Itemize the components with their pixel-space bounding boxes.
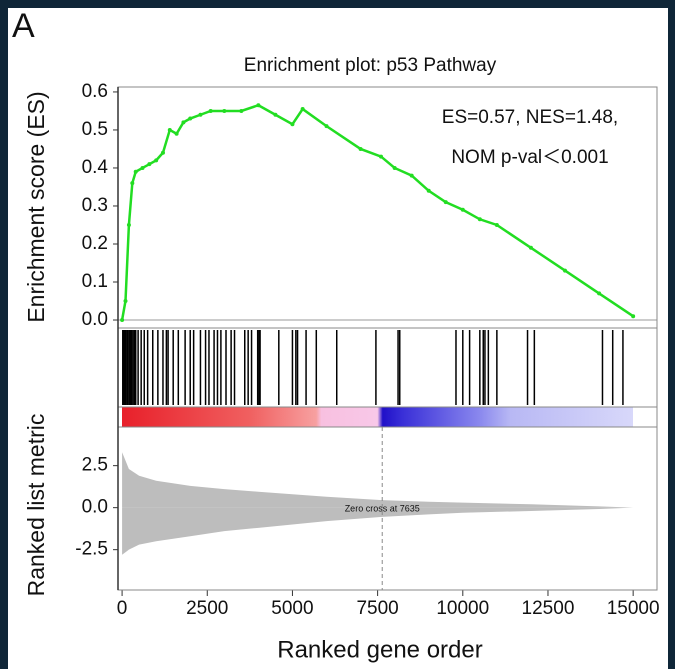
es-point — [563, 268, 568, 273]
es-point — [239, 108, 244, 113]
es-point — [460, 207, 465, 212]
metric-area — [122, 452, 634, 508]
es-point — [426, 188, 431, 193]
y-tick-label: 0.5 — [82, 119, 108, 140]
x-tick-label: 10000 — [436, 598, 489, 619]
es-point — [597, 291, 602, 296]
es-point — [494, 222, 499, 227]
es-point — [123, 299, 128, 304]
es-point — [222, 108, 227, 113]
es-point — [160, 150, 165, 155]
y2-tick-label: 2.5 — [82, 455, 108, 476]
x-tick-label: 15000 — [607, 598, 660, 619]
y2-tick-label: -2.5 — [75, 539, 108, 560]
es-point — [198, 112, 203, 117]
y2-axis-label: Ranked list metric — [23, 414, 49, 597]
x-tick-label: 2500 — [186, 598, 228, 619]
es-point — [409, 173, 414, 178]
es-point — [133, 169, 138, 174]
es-point — [392, 165, 397, 170]
chart-title: Enrichment plot: p53 Pathway — [244, 55, 497, 76]
annotation: NOM p-val＜0.001 — [451, 147, 608, 168]
es-point — [188, 116, 193, 121]
es-point — [120, 318, 125, 323]
es-point — [126, 222, 131, 227]
es-point — [130, 181, 135, 186]
es-point — [477, 217, 482, 222]
es-point — [154, 158, 159, 163]
es-point — [256, 103, 261, 108]
es-point — [443, 200, 448, 205]
y2-tick-label: 0.0 — [82, 497, 108, 518]
es-point — [167, 127, 172, 132]
es-point — [379, 154, 384, 159]
panel-label: A — [12, 7, 35, 45]
es-point — [140, 165, 145, 170]
y-tick-label: 0.0 — [82, 309, 108, 330]
y-tick-label: 0.4 — [82, 157, 109, 178]
rank-color-bar — [122, 407, 633, 427]
x-tick-label: 0 — [117, 598, 128, 619]
es-point — [174, 131, 179, 136]
es-point — [358, 146, 363, 151]
y-tick-label: 0.6 — [82, 81, 108, 102]
zero-cross-label: Zero cross at 7635 — [345, 503, 420, 513]
metric-area — [122, 507, 634, 555]
es-point — [528, 245, 533, 250]
x-tick-label: 5000 — [271, 598, 313, 619]
annotation: ES=0.57, NES=1.48, — [442, 107, 618, 128]
y-tick-label: 0.3 — [82, 195, 108, 216]
es-point — [324, 124, 329, 129]
es-point — [290, 122, 295, 127]
y-axis-label: Enrichment score (ES) — [23, 91, 49, 322]
es-point — [631, 314, 636, 319]
es-point — [300, 107, 305, 112]
es-point — [181, 120, 186, 125]
y-tick-label: 0.1 — [82, 271, 108, 292]
y-tick-label: 0.2 — [82, 233, 108, 254]
x-tick-label: 12500 — [522, 598, 575, 619]
es-point — [147, 162, 152, 167]
x-axis-label: Ranked gene order — [277, 636, 482, 663]
es-point — [273, 112, 278, 117]
es-point — [208, 108, 213, 113]
x-tick-label: 7500 — [356, 598, 398, 619]
